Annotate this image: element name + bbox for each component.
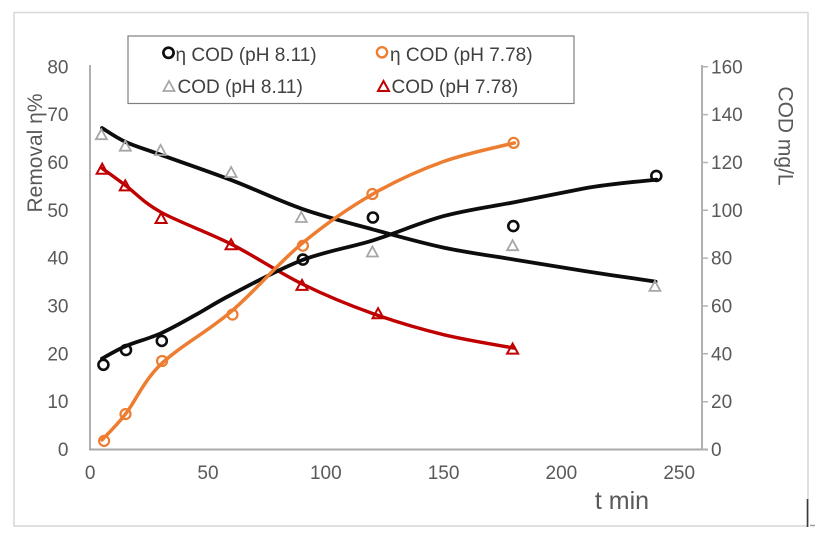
svg-text:140: 140 (711, 105, 743, 126)
svg-text:60: 60 (711, 297, 732, 318)
svg-text:40: 40 (47, 249, 68, 270)
svg-text:200: 200 (546, 463, 578, 484)
svg-text:η COD (pH 8.11): η COD (pH 8.11) (176, 45, 317, 66)
svg-text:250: 250 (663, 463, 695, 484)
svg-text:70: 70 (47, 105, 68, 126)
svg-text:20: 20 (711, 392, 732, 413)
svg-text:50: 50 (197, 463, 218, 484)
svg-text:t min: t min (595, 487, 649, 515)
svg-text:100: 100 (711, 201, 743, 222)
svg-text:COD mg/L: COD mg/L (774, 86, 797, 185)
svg-text:0: 0 (85, 463, 96, 484)
svg-text:η COD (pH 7.78): η COD (pH 7.78) (390, 45, 533, 66)
svg-text:50: 50 (47, 201, 68, 222)
svg-text:30: 30 (47, 297, 68, 318)
svg-text:COD (pH 8.11): COD (pH 8.11) (178, 77, 303, 98)
svg-text:80: 80 (47, 57, 68, 78)
svg-text:20: 20 (47, 344, 68, 365)
svg-text:80: 80 (711, 249, 732, 270)
svg-text:COD (pH 7.78): COD (pH 7.78) (392, 77, 519, 98)
svg-text:10: 10 (47, 392, 68, 413)
svg-text:Removal η%: Removal η% (24, 93, 47, 212)
svg-text:100: 100 (310, 463, 342, 484)
svg-text:150: 150 (428, 463, 460, 484)
svg-text:0: 0 (58, 440, 69, 461)
svg-text:40: 40 (711, 344, 732, 365)
svg-text:0: 0 (711, 440, 722, 461)
svg-text:60: 60 (47, 153, 68, 174)
svg-text:160: 160 (711, 57, 743, 78)
svg-text:120: 120 (711, 153, 743, 174)
